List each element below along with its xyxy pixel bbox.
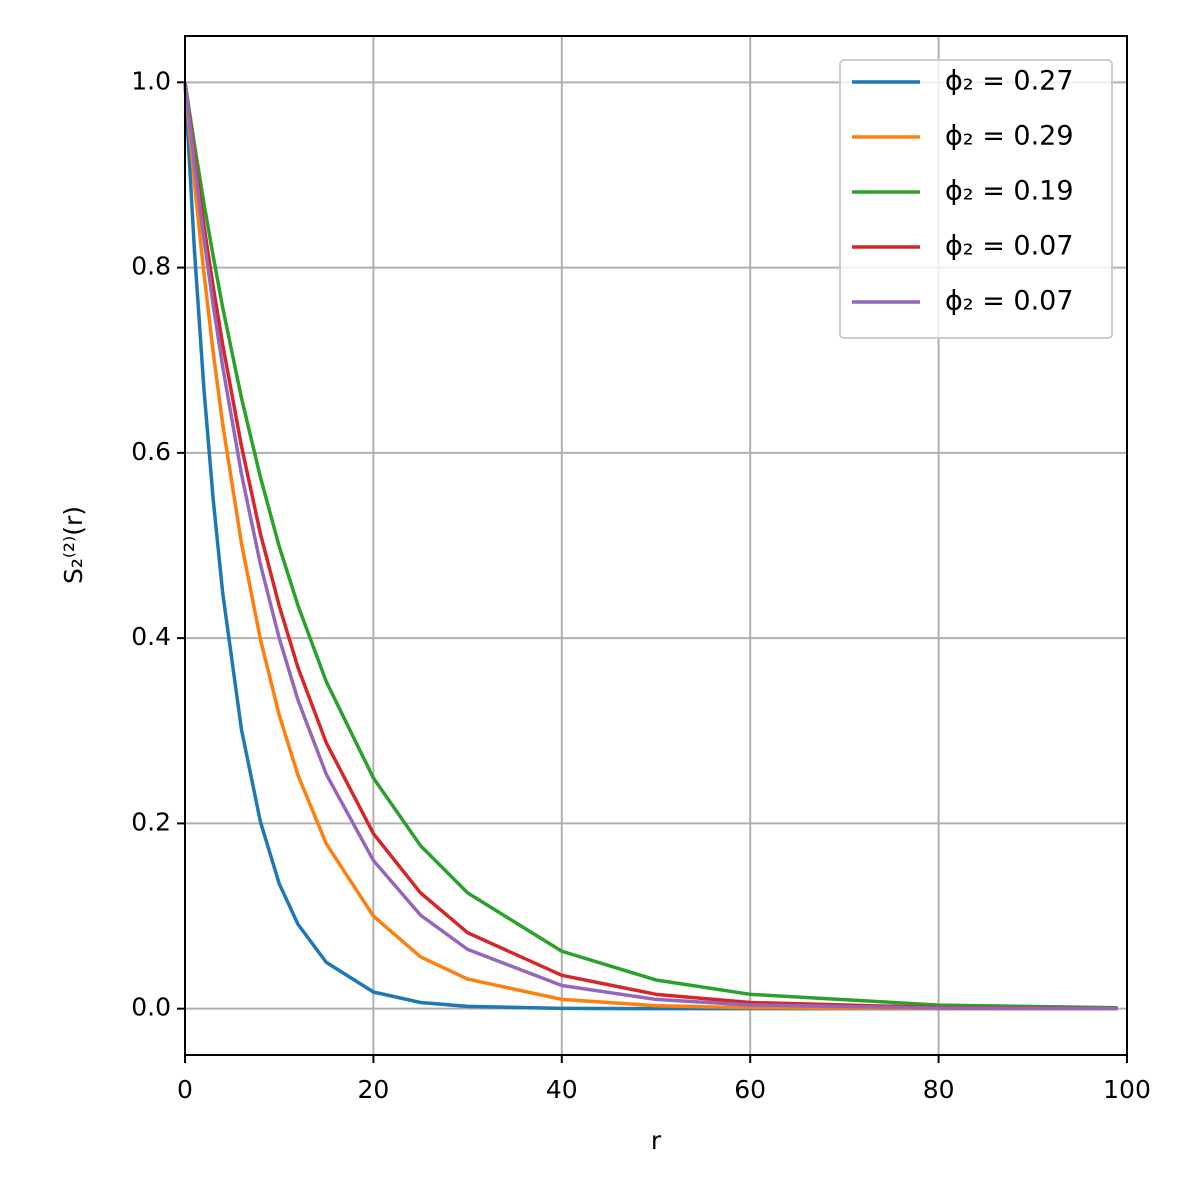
x-tick-label: 40	[546, 1075, 578, 1104]
x-tick-label: 60	[734, 1075, 766, 1104]
x-tick-label: 80	[923, 1075, 955, 1104]
y-tick-label: 0.2	[131, 807, 171, 836]
legend-label: ϕ₂ = 0.19	[945, 176, 1074, 207]
x-tick-label: 20	[357, 1075, 389, 1104]
legend: ϕ₂ = 0.27 ϕ₂ = 0.29 ϕ₂ = 0.19 ϕ₂ = 0.07 ϕ₂ =…	[839, 59, 1113, 339]
line	[183, 82, 1118, 1011]
y-axis-label: S₂⁽²⁾(r)	[59, 506, 88, 584]
x-tick-label: 0	[177, 1075, 193, 1104]
plot-frame	[184, 35, 1128, 1056]
legend-label: ϕ₂ = 0.07	[945, 286, 1074, 317]
y-tick-label: 1.0	[131, 66, 171, 95]
legend-box	[839, 59, 1113, 339]
x-axis-label: r	[651, 1126, 662, 1155]
y-tick-label: 0.6	[131, 437, 171, 466]
legend-label: ϕ₂ = 0.29	[945, 121, 1074, 152]
legend-label: ϕ₂ = 0.27	[945, 66, 1074, 97]
line	[183, 82, 1118, 1011]
line	[183, 82, 1118, 1010]
y-tick-label: 0.4	[131, 622, 171, 651]
line	[183, 82, 1118, 1011]
y-tick-label: 0.8	[131, 252, 171, 281]
x-tick-label: 100	[1103, 1075, 1151, 1104]
legend-label: ϕ₂ = 0.07	[945, 231, 1074, 262]
y-tick-label: 0.0	[131, 993, 171, 1022]
line	[183, 82, 1118, 1011]
